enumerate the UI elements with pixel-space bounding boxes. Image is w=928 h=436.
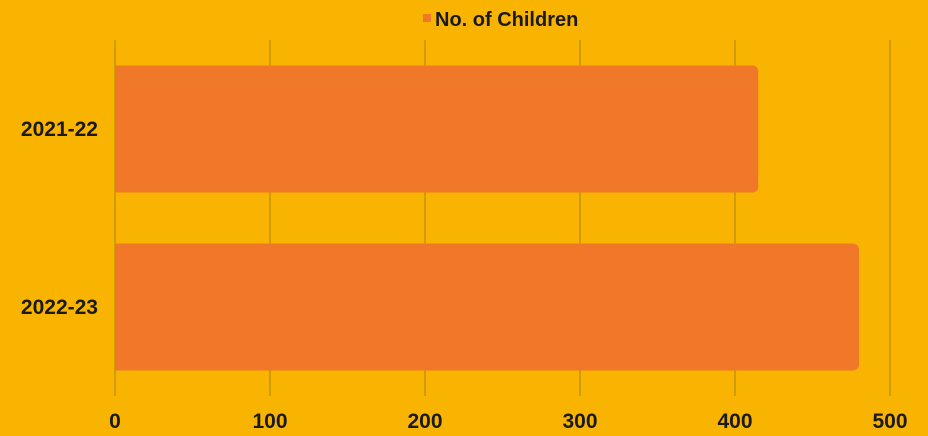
legend: No. of Children bbox=[423, 9, 578, 31]
y-axis-categories: 2021-22 2022-23 bbox=[21, 118, 98, 319]
bars bbox=[115, 65, 859, 371]
bar-2021-22 bbox=[115, 65, 759, 193]
bar-2022-23 bbox=[115, 243, 859, 371]
legend-label: No. of Children bbox=[435, 9, 578, 31]
legend-swatch bbox=[423, 14, 431, 22]
x-tick-label: 300 bbox=[562, 410, 597, 433]
x-tick-label: 200 bbox=[407, 410, 442, 433]
x-axis-ticks: 0 100 200 300 400 500 bbox=[109, 410, 907, 433]
x-tick-label: 500 bbox=[872, 410, 907, 433]
category-label: 2022-23 bbox=[21, 296, 98, 319]
bar-edge-2021-22 bbox=[115, 65, 125, 193]
x-tick-label: 0 bbox=[109, 410, 121, 433]
x-tick-label: 100 bbox=[252, 410, 287, 433]
bar-edge-2022-23 bbox=[115, 243, 125, 371]
category-label: 2021-22 bbox=[21, 118, 98, 141]
x-tick-label: 400 bbox=[717, 410, 752, 433]
